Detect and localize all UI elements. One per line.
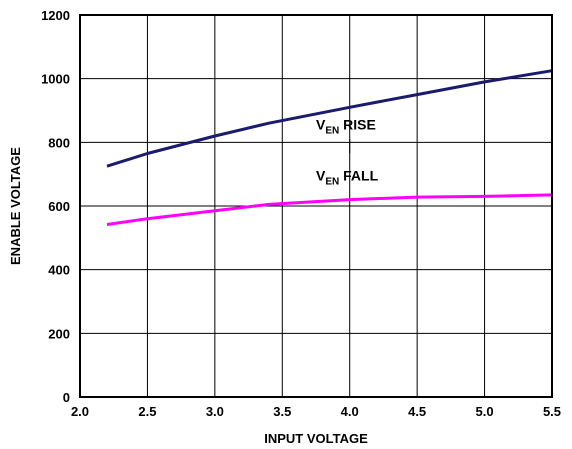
grid (79, 14, 553, 398)
x-tick-label: 4.0 (341, 404, 359, 419)
x-tick-labels: 2.0 2.5 3.0 3.5 4.0 4.5 5.0 5.5 (71, 404, 561, 419)
series-label-main: V (316, 168, 326, 184)
y-tick-label: 800 (48, 135, 70, 150)
y-tick-label: 1200 (41, 8, 70, 23)
y-axis-label: ENABLE VOLTAGE (8, 147, 23, 265)
y-tick-label: 400 (48, 263, 70, 278)
y-tick-label: 0 (63, 390, 70, 405)
series-label-ven-fall: VEN FALL (316, 168, 379, 188)
series-label-rest: FALL (339, 168, 378, 184)
series-label-ven-rise: VEN RISE (316, 117, 376, 137)
y-tick-labels: 0 200 400 600 800 1000 1200 (41, 8, 70, 405)
x-tick-label: 3.5 (273, 404, 291, 419)
series-label-subscript: EN (325, 126, 339, 137)
x-tick-label: 2.0 (71, 404, 89, 419)
y-tick-label: 200 (48, 326, 70, 341)
series-line-ven-rise (106, 69, 553, 168)
y-tick-label: 600 (48, 199, 70, 214)
series-label-main: V (316, 117, 326, 133)
x-axis-label: INPUT VOLTAGE (264, 431, 368, 446)
x-tick-label: 3.0 (206, 404, 224, 419)
series-label-rest: RISE (339, 117, 376, 133)
x-tick-label: 4.5 (408, 404, 426, 419)
x-tick-label: 5.0 (476, 404, 494, 419)
x-tick-label: 2.5 (138, 404, 156, 419)
series-label-subscript: EN (325, 177, 339, 188)
y-tick-label: 1000 (41, 72, 70, 87)
series-lines (106, 69, 553, 226)
plot-frame (79, 14, 553, 398)
series-line-ven-fall (106, 193, 553, 226)
x-tick-label: 5.5 (543, 404, 561, 419)
